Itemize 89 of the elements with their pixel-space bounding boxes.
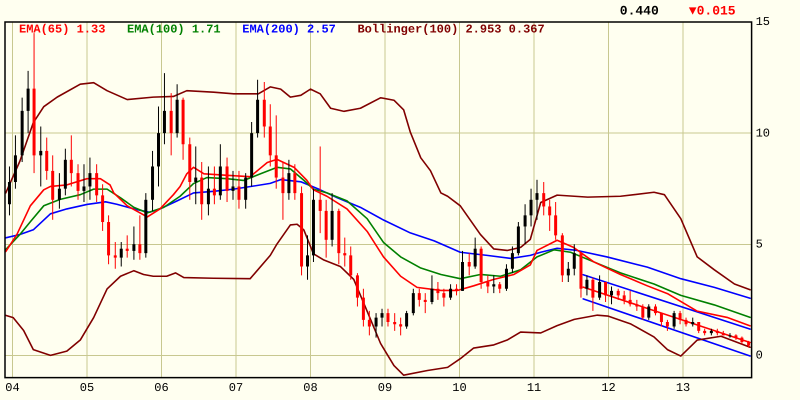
candlestick (349, 246, 352, 280)
candlestick (368, 310, 371, 336)
candlestick (405, 310, 408, 330)
candlestick (386, 308, 390, 327)
candlestick (666, 319, 669, 332)
candlestick (170, 92, 173, 156)
x-tick-label: 13 (676, 380, 690, 395)
candlestick (26, 70, 30, 134)
candlestick (132, 226, 136, 260)
candlestick (474, 237, 477, 270)
candlestick (678, 310, 682, 325)
text: Bollinger(100) 2.953 0.367 (357, 22, 545, 36)
candlestick (542, 182, 546, 216)
text: 0.440 (620, 3, 659, 18)
candlestick (622, 290, 626, 305)
candlestick (536, 179, 539, 220)
candlestick (76, 164, 80, 200)
candlestick (647, 304, 650, 320)
candlestick (510, 246, 514, 274)
candlestick (138, 214, 142, 260)
candlestick (58, 172, 61, 210)
candlestick (641, 304, 644, 320)
x-tick-label: 05 (80, 380, 94, 395)
x-tick-label: 11 (526, 380, 542, 395)
candlestick (566, 262, 570, 283)
candlestick (654, 304, 657, 316)
candlestick (39, 126, 42, 187)
candlestick (306, 234, 310, 280)
candlestick (598, 274, 602, 300)
x-tick-label: 10 (452, 380, 467, 395)
candlestick (430, 274, 434, 305)
candlestick (486, 274, 490, 294)
y-tick-label: 15 (756, 15, 770, 30)
candlestick (697, 322, 700, 334)
candlestick (468, 252, 471, 276)
candlestick (660, 312, 663, 327)
candlestick (206, 166, 210, 216)
candlestick (504, 264, 508, 292)
candlestick (244, 172, 248, 210)
candlestick (455, 284, 458, 296)
text: EMA(65) 1.33 (19, 22, 106, 36)
x-tick-label: 07 (228, 380, 244, 395)
x-tick-label: 08 (303, 380, 318, 395)
candlestick (554, 202, 558, 240)
text: EMA(200) 2.57 (242, 22, 336, 36)
candlestick (374, 312, 378, 338)
candlestick (610, 286, 614, 305)
candlestick (436, 282, 440, 300)
candlestick (530, 188, 533, 227)
candlestick (194, 146, 198, 205)
text: ▼0.015 (688, 3, 736, 18)
candlestick (393, 312, 396, 332)
candlestick (281, 162, 284, 220)
candlestick (412, 288, 415, 316)
candlestick (88, 157, 92, 200)
y-tick-label: 0 (756, 348, 763, 363)
candlestick (162, 72, 166, 145)
candlestick (293, 164, 296, 200)
candlestick (524, 204, 527, 245)
candlestick (45, 137, 48, 180)
candlestick (380, 308, 384, 327)
candlestick (356, 272, 359, 307)
y-tick-label: 10 (756, 126, 770, 140)
candlestick (287, 159, 290, 200)
candlestick (628, 290, 632, 307)
candlestick (95, 164, 98, 203)
x-tick-label: 12 (601, 380, 616, 395)
candlestick (585, 274, 588, 296)
candlestick (343, 237, 346, 267)
candlestick (8, 166, 11, 216)
candlestick (418, 288, 421, 307)
candlestick (126, 234, 129, 258)
x-tick-label: 04 (5, 380, 20, 395)
y-tick-label: 5 (756, 237, 763, 252)
candlestick (237, 170, 240, 210)
candlestick (232, 170, 235, 200)
candlestick (672, 310, 676, 330)
candlestick (442, 288, 446, 307)
candlestick (572, 244, 576, 276)
candlestick (120, 242, 123, 267)
candlestick (212, 166, 216, 205)
candlestick (498, 282, 502, 294)
candlestick (362, 288, 365, 327)
candlestick (548, 199, 552, 232)
x-tick-label: 06 (154, 380, 169, 395)
candlestick (449, 284, 452, 300)
text: EMA(100) 1.71 (127, 22, 221, 36)
x-tick-label: 09 (378, 380, 392, 395)
candlestick (82, 164, 86, 203)
